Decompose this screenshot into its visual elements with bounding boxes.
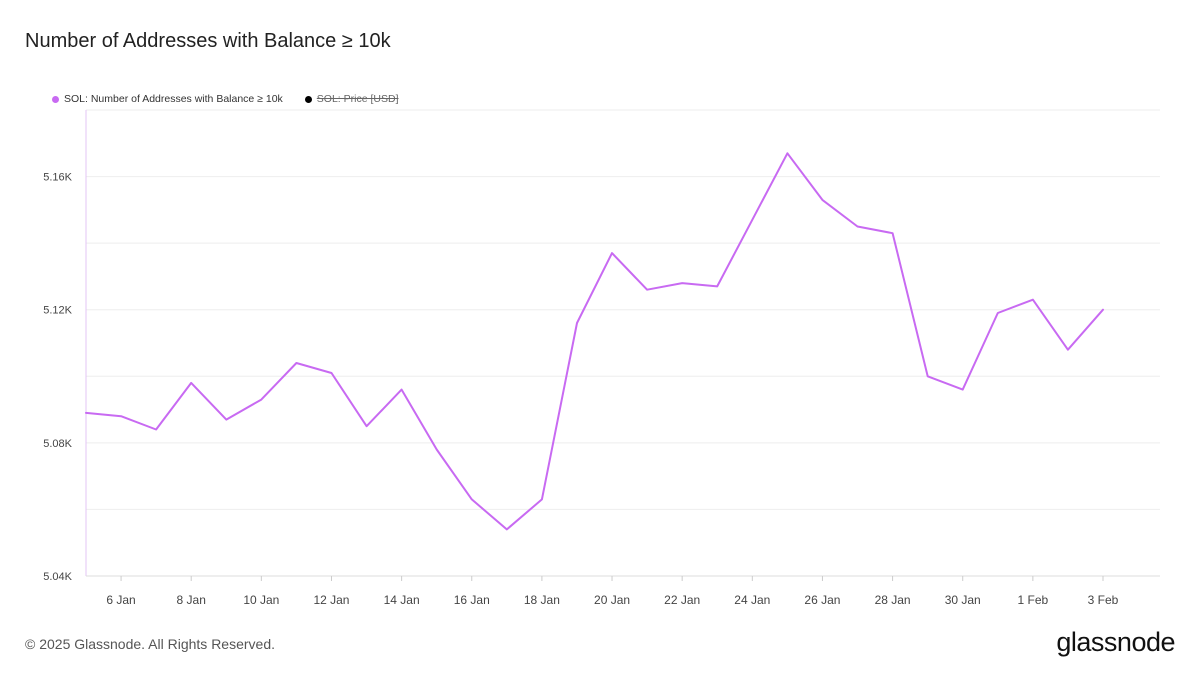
chart-title: Number of Addresses with Balance ≥ 10k [25, 30, 391, 52]
x-tick-label: 20 Jan [594, 593, 630, 607]
x-tick-label: 16 Jan [454, 593, 490, 607]
y-tick-label: 5.16K [43, 172, 72, 184]
x-tick-label: 22 Jan [664, 593, 700, 607]
y-tick-label: 5.04K [43, 571, 72, 583]
legend-marker-icon [304, 95, 312, 103]
x-tick-label: 18 Jan [524, 593, 560, 607]
x-tick-label: 14 Jan [384, 593, 420, 607]
legend-item-price[interactable]: SOL: Price [USD] [304, 93, 399, 105]
brand-logo: glassnode [1056, 627, 1175, 657]
x-tick-label: 30 Jan [945, 593, 981, 607]
y-tick-label: 5.12K [43, 305, 72, 317]
copyright-notice: © 2025 Glassnode. All Rights Reserved. [25, 636, 276, 652]
x-tick-label: 28 Jan [875, 593, 911, 607]
x-tick-label: 6 Jan [106, 593, 135, 607]
x-tick-label: 10 Jan [243, 593, 279, 607]
x-tick-label: 3 Feb [1088, 593, 1119, 607]
x-tick-label: 24 Jan [734, 593, 770, 607]
legend-label: SOL: Price [USD] [316, 93, 399, 105]
x-tick-label: 1 Feb [1018, 593, 1049, 607]
x-tick-label: 12 Jan [313, 593, 349, 607]
series-line [85, 152, 1104, 531]
x-tick-label: 26 Jan [804, 593, 840, 607]
legend: SOL: Number of Addresses with Balance ≥ … [52, 93, 421, 105]
legend-label: SOL: Number of Addresses with Balance ≥ … [64, 93, 283, 105]
y-tick-label: 5.08K [43, 438, 72, 450]
x-tick-label: 8 Jan [177, 593, 206, 607]
legend-item-addresses[interactable]: SOL: Number of Addresses with Balance ≥ … [52, 93, 283, 105]
legend-marker-icon [52, 95, 59, 103]
